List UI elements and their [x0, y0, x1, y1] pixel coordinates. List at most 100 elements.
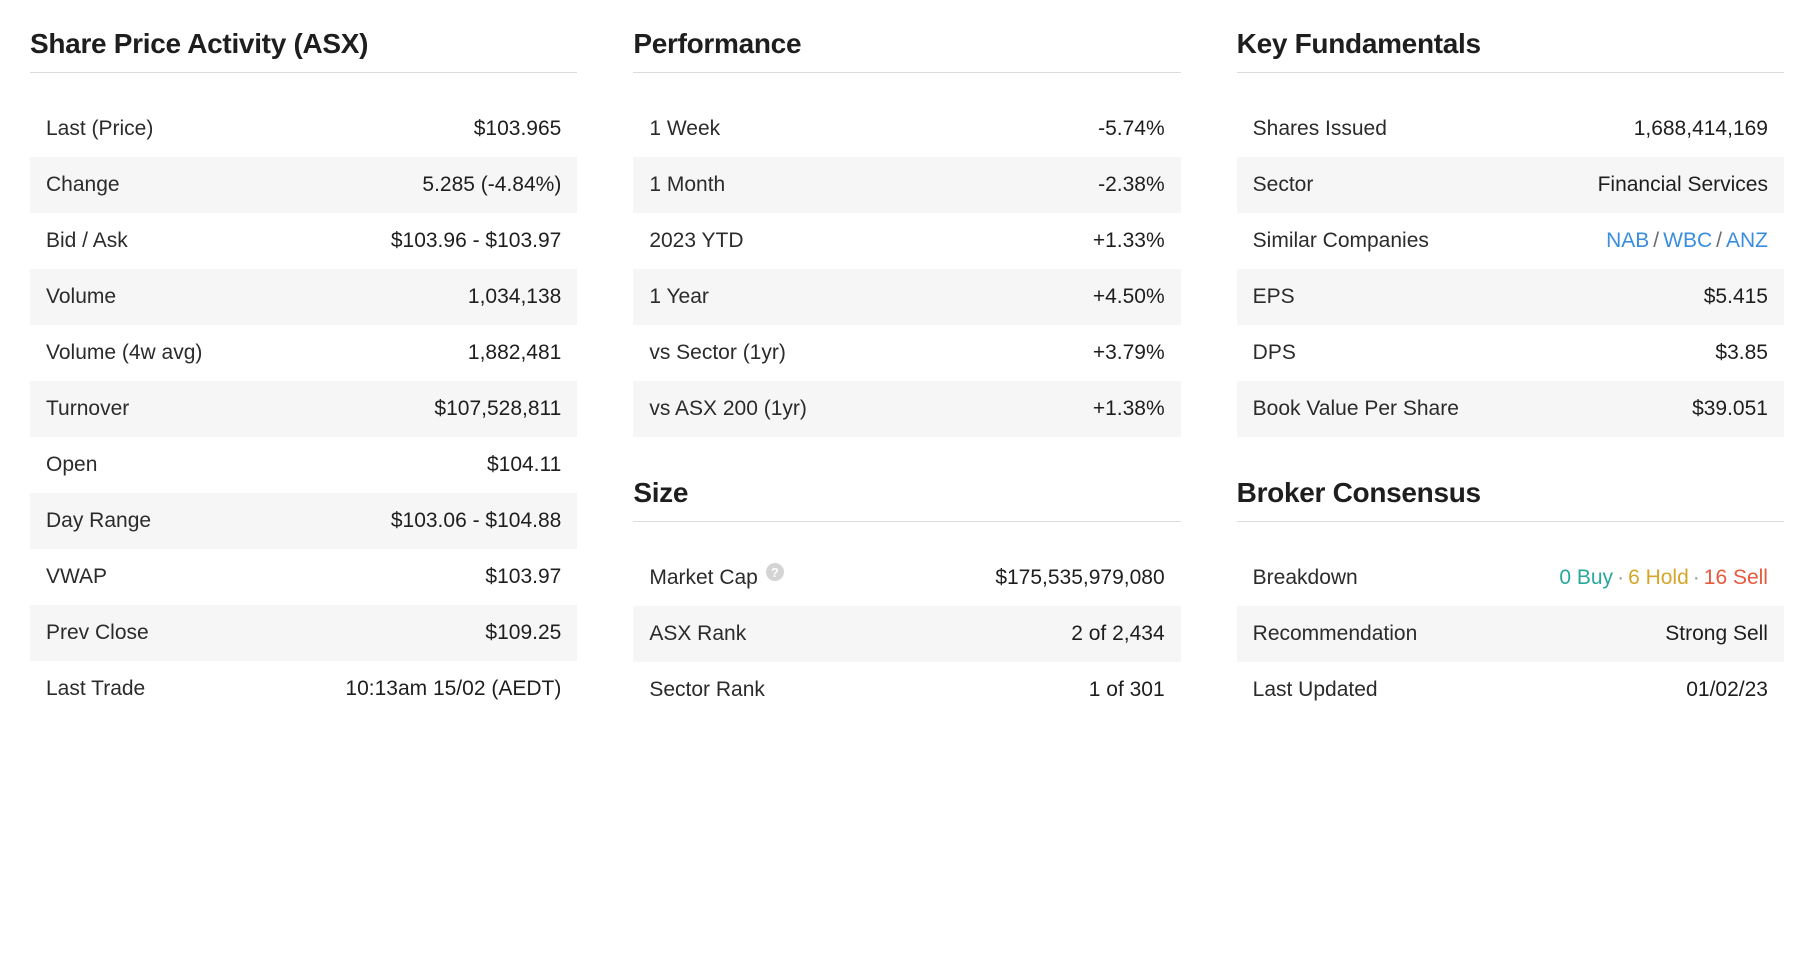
value: 1,688,414,169 — [1634, 117, 1768, 141]
row-vs-sector: vs Sector (1yr) +3.79% — [633, 325, 1180, 381]
label: Shares Issued — [1253, 117, 1387, 141]
label: Market Cap ? — [649, 566, 784, 590]
label: VWAP — [46, 565, 107, 589]
value: 5.285 (-4.84%) — [422, 173, 561, 197]
row-1-month: 1 Month -2.38% — [633, 157, 1180, 213]
label: Sector Rank — [649, 678, 765, 702]
row-turnover: Turnover $107,528,811 — [30, 381, 577, 437]
similar-link-anz[interactable]: ANZ — [1726, 229, 1768, 252]
value: $103.06 - $104.88 — [391, 509, 561, 533]
breakdown-buy: 0 Buy — [1559, 566, 1613, 589]
key-fundamentals-section: Key Fundamentals Shares Issued 1,688,414… — [1237, 28, 1784, 437]
dot: · — [1689, 566, 1704, 589]
share-price-activity-rows: Last (Price) $103.965 Change 5.285 (-4.8… — [30, 101, 577, 717]
row-ytd: 2023 YTD +1.33% — [633, 213, 1180, 269]
value: 1,034,138 — [468, 285, 561, 309]
size-title: Size — [633, 477, 1180, 522]
key-fundamentals-rows: Shares Issued 1,688,414,169 Sector Finan… — [1237, 101, 1784, 437]
label: Volume (4w avg) — [46, 341, 202, 365]
stock-summary-grid: Share Price Activity (ASX) Last (Price) … — [30, 28, 1784, 758]
label: Change — [46, 173, 120, 197]
row-shares-issued: Shares Issued 1,688,414,169 — [1237, 101, 1784, 157]
label: vs Sector (1yr) — [649, 341, 786, 365]
label: DPS — [1253, 341, 1296, 365]
label: 1 Month — [649, 173, 725, 197]
breakdown-sell: 16 Sell — [1704, 566, 1768, 589]
row-change: Change 5.285 (-4.84%) — [30, 157, 577, 213]
row-bid-ask: Bid / Ask $103.96 - $103.97 — [30, 213, 577, 269]
label: Last Trade — [46, 677, 145, 701]
last-updated-link[interactable]: 01/02/23 — [1686, 678, 1768, 702]
label: 1 Week — [649, 117, 720, 141]
broker-consensus-rows: Breakdown 0 Buy·6 Hold·16 Sell Recommend… — [1237, 550, 1784, 718]
label-text: Market Cap — [649, 566, 758, 590]
separator: / — [1649, 229, 1663, 252]
row-prev-close: Prev Close $109.25 — [30, 605, 577, 661]
value: $175,535,979,080 — [995, 566, 1164, 590]
performance-rows: 1 Week -5.74% 1 Month -2.38% 2023 YTD +1… — [633, 101, 1180, 437]
label: Turnover — [46, 397, 129, 421]
value: 1 of 301 — [1089, 678, 1165, 702]
dot: · — [1613, 566, 1628, 589]
row-similar-companies: Similar Companies NAB/WBC/ANZ — [1237, 213, 1784, 269]
row-sector: Sector Financial Services — [1237, 157, 1784, 213]
row-1-year: 1 Year +4.50% — [633, 269, 1180, 325]
col-1: Share Price Activity (ASX) Last (Price) … — [30, 28, 577, 758]
label: Last Updated — [1253, 678, 1378, 702]
row-market-cap: Market Cap ? $175,535,979,080 — [633, 550, 1180, 606]
label: vs ASX 200 (1yr) — [649, 397, 807, 421]
value: $104.11 — [487, 453, 561, 477]
row-last-price: Last (Price) $103.965 — [30, 101, 577, 157]
col-3: Key Fundamentals Shares Issued 1,688,414… — [1237, 28, 1784, 758]
row-bvps: Book Value Per Share $39.051 — [1237, 381, 1784, 437]
label: EPS — [1253, 285, 1295, 309]
key-fundamentals-title: Key Fundamentals — [1237, 28, 1784, 73]
value: -5.74% — [1098, 117, 1165, 141]
row-volume-4w: Volume (4w avg) 1,882,481 — [30, 325, 577, 381]
performance-title: Performance — [633, 28, 1180, 73]
label: Similar Companies — [1253, 229, 1429, 253]
value: $103.965 — [474, 117, 562, 141]
value: $107,528,811 — [434, 397, 561, 421]
similar-link-nab[interactable]: NAB — [1606, 229, 1649, 252]
value: -2.38% — [1098, 173, 1165, 197]
label: Open — [46, 453, 97, 477]
size-section: Size Market Cap ? $175,535,979,080 ASX R… — [633, 477, 1180, 718]
value: $39.051 — [1692, 397, 1768, 421]
value: $103.97 — [485, 565, 561, 589]
value: $109.25 — [485, 621, 561, 645]
row-last-trade: Last Trade 10:13am 15/02 (AEDT) — [30, 661, 577, 717]
value: +1.33% — [1093, 229, 1165, 253]
value: +3.79% — [1093, 341, 1165, 365]
row-volume: Volume 1,034,138 — [30, 269, 577, 325]
row-day-range: Day Range $103.06 - $104.88 — [30, 493, 577, 549]
row-asx-rank: ASX Rank 2 of 2,434 — [633, 606, 1180, 662]
label: Volume — [46, 285, 116, 309]
row-sector-rank: Sector Rank 1 of 301 — [633, 662, 1180, 718]
label: 2023 YTD — [649, 229, 743, 253]
value: +4.50% — [1093, 285, 1165, 309]
value: 10:13am 15/02 (AEDT) — [345, 677, 561, 701]
value: $3.85 — [1715, 341, 1768, 365]
row-dps: DPS $3.85 — [1237, 325, 1784, 381]
value: 2 of 2,434 — [1071, 622, 1164, 646]
row-open: Open $104.11 — [30, 437, 577, 493]
label: ASX Rank — [649, 622, 746, 646]
label: Day Range — [46, 509, 151, 533]
value: 1,882,481 — [468, 341, 561, 365]
share-price-activity-section: Share Price Activity (ASX) Last (Price) … — [30, 28, 577, 717]
broker-consensus-section: Broker Consensus Breakdown 0 Buy·6 Hold·… — [1237, 477, 1784, 718]
row-eps: EPS $5.415 — [1237, 269, 1784, 325]
row-1-week: 1 Week -5.74% — [633, 101, 1180, 157]
share-price-activity-title: Share Price Activity (ASX) — [30, 28, 577, 73]
value: 0 Buy·6 Hold·16 Sell — [1559, 566, 1768, 590]
breakdown-hold: 6 Hold — [1628, 566, 1689, 589]
row-breakdown: Breakdown 0 Buy·6 Hold·16 Sell — [1237, 550, 1784, 606]
value: +1.38% — [1093, 397, 1165, 421]
label: Sector — [1253, 173, 1314, 197]
help-icon[interactable]: ? — [766, 563, 784, 581]
similar-link-wbc[interactable]: WBC — [1663, 229, 1712, 252]
label: 1 Year — [649, 285, 709, 309]
label: Last (Price) — [46, 117, 153, 141]
size-rows: Market Cap ? $175,535,979,080 ASX Rank 2… — [633, 550, 1180, 718]
